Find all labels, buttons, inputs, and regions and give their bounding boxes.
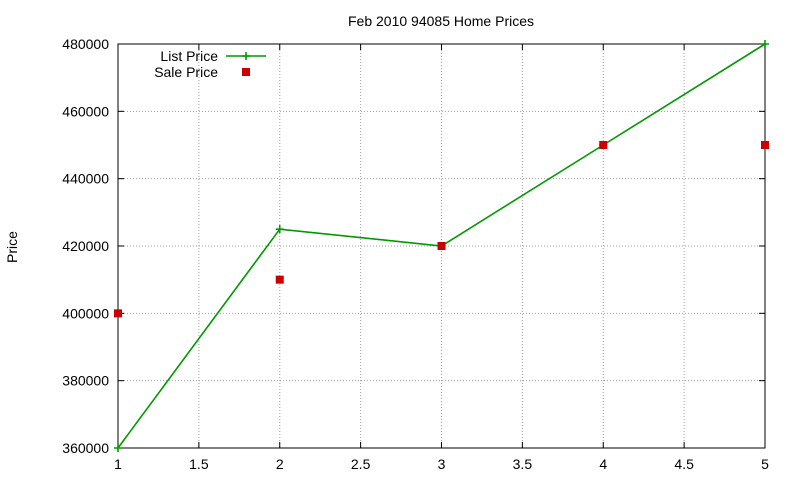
- data-point-plus: [114, 444, 122, 452]
- data-point-square: [599, 141, 608, 149]
- y-tick-label: 420000: [62, 238, 109, 254]
- data-point-square: [761, 141, 769, 149]
- x-tick-label: 2: [276, 456, 284, 472]
- data-point-plus: [275, 225, 284, 234]
- y-tick-label: 440000: [62, 171, 109, 187]
- y-tick-label: 380000: [62, 373, 109, 389]
- series-sale-price: [114, 141, 769, 318]
- legend-label: Sale Price: [154, 64, 218, 80]
- chart-title: Feb 2010 94085 Home Prices: [348, 13, 534, 29]
- x-tick-label: 2.5: [351, 456, 371, 472]
- x-tick-label: 3: [438, 456, 446, 472]
- axis-ticks: 1 1.5 2 2.5 3 3.5 4 4.5 5 360000 380000 400000 42000…: [62, 36, 769, 472]
- y-tick-label: 400000: [62, 305, 109, 321]
- x-tick-label: 4: [599, 456, 607, 472]
- legend-label: List Price: [160, 48, 218, 64]
- x-tick-label: 5: [761, 456, 769, 472]
- data-point-square: [114, 309, 122, 318]
- x-tick-label: 3.5: [513, 456, 533, 472]
- y-axis-label: Price: [4, 231, 20, 263]
- legend-square-marker: [242, 68, 250, 76]
- x-tick-label: 1.5: [189, 456, 209, 472]
- y-tick-label: 460000: [62, 103, 109, 119]
- y-tick-label: 360000: [62, 440, 109, 456]
- data-series: [114, 40, 769, 452]
- x-tick-label: 1: [114, 456, 122, 472]
- data-point-square: [437, 242, 446, 250]
- y-tick-label: 480000: [62, 36, 109, 52]
- x-tick-label: 4.5: [674, 456, 694, 472]
- legend-plus-marker: [242, 52, 250, 60]
- data-point-plus: [761, 40, 769, 48]
- data-point-square: [275, 275, 284, 284]
